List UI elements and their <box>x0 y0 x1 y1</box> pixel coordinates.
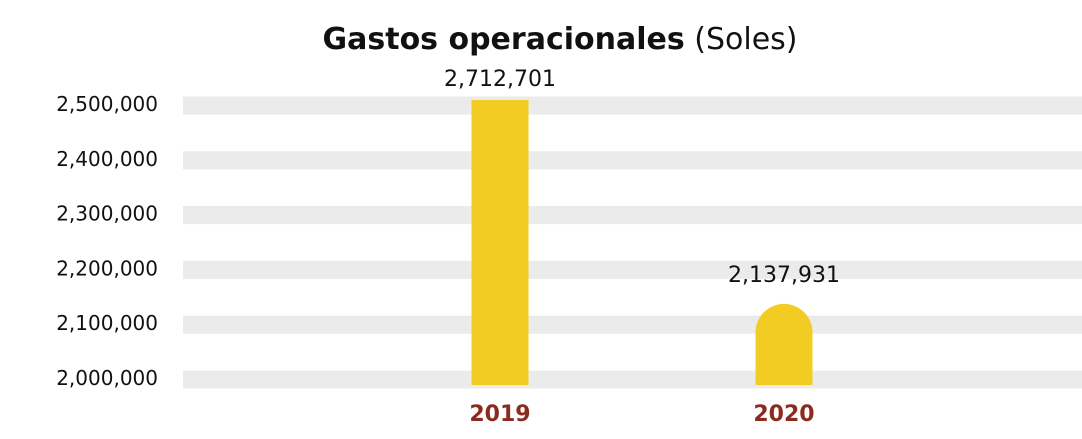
grid-band <box>183 206 1082 225</box>
grid-band <box>183 96 1082 115</box>
x-tick-label: 2019 <box>469 402 530 427</box>
grid-band <box>183 370 1082 389</box>
y-tick-label: 2,100,000 <box>56 311 158 335</box>
y-tick-label: 2,500,000 <box>56 92 158 116</box>
y-tick-label: 2,200,000 <box>56 256 158 280</box>
grid <box>183 96 1082 389</box>
title-unit: (Soles) <box>694 22 797 57</box>
grid-band <box>183 151 1082 170</box>
bars <box>471 100 813 385</box>
y-tick-label: 2,000,000 <box>56 366 158 390</box>
grid-band <box>183 315 1082 334</box>
x-tick-label: 2020 <box>753 402 814 427</box>
y-tick-label: 2,400,000 <box>56 147 158 171</box>
value-label: 2,137,931 <box>728 263 840 288</box>
title-main: Gastos operacionales <box>323 22 685 57</box>
value-label: 2,712,701 <box>444 67 556 92</box>
grid-band <box>183 260 1082 279</box>
chart-title: Gastos operacionales (Soles) <box>323 22 798 57</box>
bar <box>755 303 813 385</box>
y-tick-label: 2,300,000 <box>56 202 158 226</box>
bar <box>471 100 529 385</box>
